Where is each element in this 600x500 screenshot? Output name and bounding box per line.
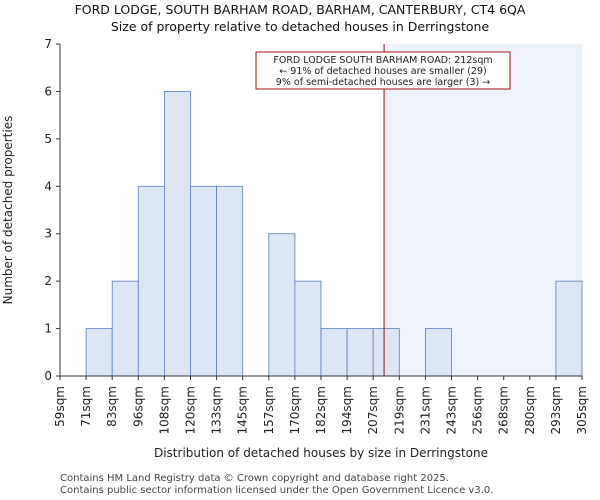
footer-licence: Contains public sector information licen… bbox=[60, 485, 494, 496]
histogram-bar bbox=[372, 328, 400, 377]
x-tick-label: 182sqm bbox=[314, 386, 328, 434]
x-tick-label: 219sqm bbox=[392, 386, 406, 434]
y-tick-label: 2 bbox=[44, 274, 52, 288]
annotation-box bbox=[255, 51, 511, 90]
histogram-bar bbox=[320, 328, 348, 377]
annotation-line-2: ← 91% of detached houses are smaller (29… bbox=[279, 66, 486, 77]
y-tick-label: 6 bbox=[44, 84, 52, 98]
x-tick-label: 108sqm bbox=[157, 386, 171, 434]
x-tick-label: 231sqm bbox=[418, 386, 432, 434]
x-tick-label: 305sqm bbox=[575, 386, 589, 434]
histogram-bar bbox=[85, 328, 113, 377]
histogram-bar bbox=[137, 185, 165, 377]
x-tick-label: 280sqm bbox=[523, 386, 537, 434]
x-tick-label: 207sqm bbox=[366, 386, 380, 434]
y-axis-label: Number of detached properties bbox=[1, 116, 15, 305]
histogram-bar bbox=[190, 185, 218, 377]
x-tick-label: 157sqm bbox=[262, 386, 276, 434]
chart-subtitle: Size of property relative to detached ho… bbox=[110, 19, 490, 34]
x-tick-label: 59sqm bbox=[53, 386, 67, 427]
annotation-line-1: FORD LODGE SOUTH BARHAM ROAD: 212sqm bbox=[273, 55, 492, 66]
footer-copyright: Contains HM Land Registry data © Crown c… bbox=[60, 473, 449, 484]
x-tick-label: 120sqm bbox=[184, 386, 198, 434]
annotation-line-3: 9% of semi-detached houses are larger (3… bbox=[276, 77, 490, 88]
histogram-bar bbox=[424, 328, 452, 377]
y-tick-label: 1 bbox=[44, 322, 52, 336]
histogram-bar bbox=[111, 280, 139, 377]
histogram-bar bbox=[268, 233, 296, 377]
x-tick-label: 256sqm bbox=[471, 386, 485, 434]
histogram-bar bbox=[294, 280, 322, 377]
histogram-bar bbox=[346, 328, 374, 377]
larger-houses-highlight bbox=[384, 44, 582, 376]
x-tick-label: 96sqm bbox=[131, 386, 145, 427]
x-tick-label: 243sqm bbox=[445, 386, 459, 434]
x-tick-label: 268sqm bbox=[497, 386, 511, 434]
x-tick-label: 71sqm bbox=[79, 386, 93, 427]
y-tick-label: 0 bbox=[44, 369, 52, 383]
x-tick-label: 83sqm bbox=[105, 386, 119, 427]
x-tick-label: 293sqm bbox=[549, 386, 563, 434]
y-tick-label: 5 bbox=[44, 132, 52, 146]
x-tick-label: 170sqm bbox=[288, 386, 302, 434]
y-tick-label: 4 bbox=[44, 179, 52, 193]
x-tick-label: 133sqm bbox=[210, 386, 224, 434]
histogram-bar bbox=[163, 91, 191, 377]
x-tick-label: 145sqm bbox=[236, 386, 250, 434]
x-tick-label: 194sqm bbox=[340, 386, 354, 434]
y-tick-label: 7 bbox=[44, 37, 52, 51]
histogram-bar bbox=[555, 280, 583, 377]
y-tick-label: 3 bbox=[44, 227, 52, 241]
histogram-bar bbox=[216, 185, 244, 377]
x-axis-label: Distribution of detached houses by size … bbox=[154, 446, 488, 460]
chart-title: FORD LODGE, SOUTH BARHAM ROAD, BARHAM, C… bbox=[74, 2, 526, 17]
